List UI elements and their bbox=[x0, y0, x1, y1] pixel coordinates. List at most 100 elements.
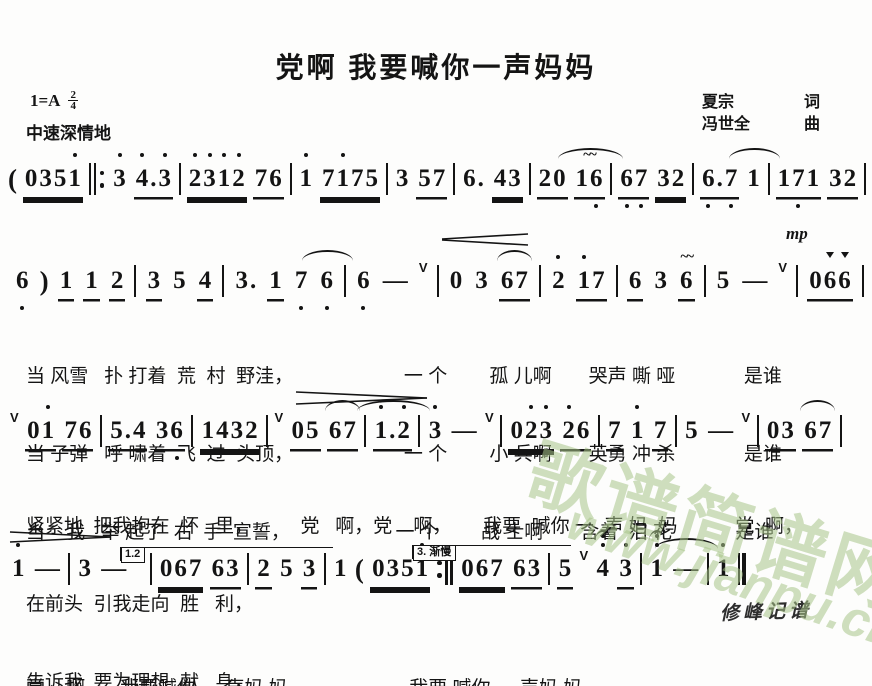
breath-mark-icon: V bbox=[741, 410, 751, 425]
barline bbox=[767, 163, 770, 195]
barline bbox=[149, 553, 152, 585]
composer-role: 曲 bbox=[803, 116, 820, 133]
note-group: 1 bbox=[729, 148, 780, 197]
breath-mark-icon: V bbox=[10, 410, 19, 425]
note-group: 6. bbox=[463, 165, 484, 192]
octave-dot-above-icon bbox=[207, 153, 212, 157]
barline bbox=[178, 163, 181, 195]
octave-dot-above-icon bbox=[162, 153, 167, 157]
decrescendo-hairpin-icon bbox=[9, 531, 112, 543]
note-group: 3 bbox=[617, 543, 634, 587]
octave-dot-below-icon bbox=[594, 204, 599, 208]
lyricist-role: 词 bbox=[803, 94, 820, 111]
octave-dot-below-icon bbox=[299, 306, 304, 310]
end-repeat-barline bbox=[436, 553, 453, 585]
note-group: 76 bbox=[253, 161, 284, 197]
note-group: 5 bbox=[557, 551, 574, 587]
music-line-3: V 01 76 5.4 36 1432 V 05 67 1.2 3— V 02 3 2 6 7 1 7 5— V 03 67 bbox=[10, 400, 842, 460]
barline bbox=[861, 265, 864, 297]
octave-dot-below-icon bbox=[174, 456, 179, 460]
note-group: 5 bbox=[716, 267, 730, 294]
lyrics-coda: 党 啊， 我要喊你 一声妈 妈 我要 喊你 一声妈 妈 bbox=[26, 624, 872, 686]
note-group: 6.7 bbox=[700, 161, 739, 208]
slur-arc-icon bbox=[729, 148, 780, 159]
breath-mark-icon: V bbox=[778, 260, 788, 275]
barline bbox=[863, 163, 866, 195]
slur-arc-icon bbox=[557, 148, 623, 159]
note-group: 3 bbox=[654, 267, 667, 294]
note-group: 2 bbox=[550, 255, 567, 299]
octave-dot-above-icon bbox=[635, 405, 640, 409]
note-group: 06 6 bbox=[807, 252, 853, 299]
octave-dot-above-icon bbox=[432, 405, 437, 409]
octave-dot-above-icon bbox=[623, 543, 628, 547]
note-group: 43 bbox=[492, 161, 523, 197]
barline bbox=[344, 265, 347, 297]
parenthesis: ( bbox=[354, 554, 364, 584]
note-group: 1 bbox=[334, 555, 347, 582]
barline bbox=[385, 163, 388, 195]
note-group: 3 bbox=[301, 551, 318, 587]
note-group: 4 bbox=[197, 263, 214, 299]
final-barline bbox=[737, 553, 746, 585]
parenthesis: ) bbox=[39, 266, 49, 296]
composer-name: 冯世全 bbox=[702, 116, 751, 133]
octave-dot-below-icon bbox=[324, 306, 329, 310]
barline bbox=[610, 163, 613, 195]
note-group: 0351 bbox=[23, 153, 83, 197]
note-group: — bbox=[742, 267, 768, 294]
barline bbox=[68, 553, 71, 585]
barline bbox=[756, 415, 759, 447]
octave-dot-above-icon bbox=[600, 543, 605, 547]
time-signature: 2 4 bbox=[68, 90, 78, 112]
note-group: 1 bbox=[10, 543, 27, 587]
tempo-marking: 中速深情地 bbox=[26, 124, 111, 143]
slur-arc-icon bbox=[655, 538, 719, 549]
octave-dot-below-icon bbox=[639, 204, 644, 208]
fermata-icon bbox=[648, 530, 665, 541]
fermata-icon bbox=[594, 530, 611, 541]
dynamic-mp-label: mp bbox=[786, 224, 808, 243]
note-group: 4 bbox=[594, 530, 612, 587]
accent-mark-icon bbox=[826, 252, 835, 258]
barline bbox=[99, 415, 102, 447]
note-group: 5 bbox=[685, 417, 698, 444]
barline bbox=[528, 163, 531, 195]
note-group: 6 ~~ bbox=[678, 249, 695, 299]
barline bbox=[266, 415, 269, 447]
lyricist-name: 夏宗 bbox=[702, 94, 735, 111]
barline bbox=[364, 415, 367, 447]
barline bbox=[796, 265, 799, 297]
composer-credit: 冯世全 曲 bbox=[702, 114, 820, 136]
note-group: 1 bbox=[267, 263, 284, 299]
page-title: 党啊 我要喊你一声妈妈 bbox=[275, 52, 597, 83]
note-group: 2 bbox=[109, 263, 126, 299]
octave-dot-above-icon bbox=[340, 153, 345, 157]
octave-dot-above-icon bbox=[139, 153, 144, 157]
note-group: 1 bbox=[298, 153, 315, 197]
octave-dot-below-icon bbox=[729, 204, 734, 208]
barline bbox=[191, 415, 194, 447]
octave-dot-above-icon bbox=[556, 255, 561, 259]
barline bbox=[134, 265, 137, 297]
note-group: 1 bbox=[58, 263, 75, 299]
volta-label: 1.2 bbox=[121, 548, 146, 563]
octave-dot-above-icon bbox=[117, 153, 122, 157]
note-group: 3 bbox=[78, 555, 91, 582]
breath-mark-icon: V bbox=[484, 410, 494, 425]
note-group: 16 ~~ bbox=[557, 147, 623, 208]
music-line-1: (0351 3 4.3 2 3 1 2 76 1 71 75 3 57 6. 43 20 16 ~~ 6 7 32 6.7… bbox=[8, 147, 866, 208]
octave-dot-below-icon bbox=[796, 204, 801, 208]
note-group: 1432 bbox=[200, 413, 260, 449]
accent-mark-icon bbox=[840, 252, 849, 258]
octave-dot-above-icon bbox=[581, 255, 586, 259]
credits: 夏宗 词 冯世全 曲 bbox=[702, 92, 820, 136]
note-group: 3 bbox=[111, 153, 128, 197]
volta-bracket-3: 3. 渐慢 bbox=[412, 545, 571, 561]
octave-dot-below-icon bbox=[20, 306, 25, 310]
barline bbox=[246, 553, 249, 585]
key-label: 1=A bbox=[30, 90, 61, 110]
